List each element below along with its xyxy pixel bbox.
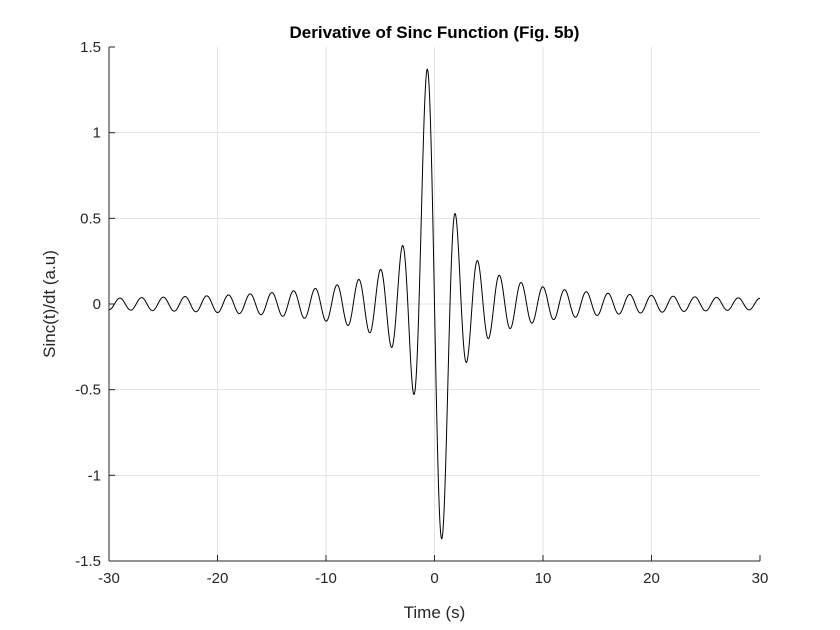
x-tick-label: 0	[430, 570, 438, 587]
y-tick-label: -0.5	[75, 382, 101, 399]
x-tick-label: -10	[315, 570, 337, 587]
y-tick-label: -1	[88, 467, 101, 484]
ticks: -30 -20 -10 0 10 20 30 -1.5 -1 -0.5 0 0.5 1 1.5	[75, 39, 768, 587]
y-tick-label: 1	[93, 125, 101, 142]
y-tick-label: -1.5	[75, 553, 101, 570]
x-axis-label: Time (s)	[404, 603, 466, 622]
x-tick-label: 20	[643, 570, 660, 587]
x-tick-label: 10	[535, 570, 552, 587]
y-axis-label: Sinc(t)/dt (a.u)	[40, 250, 59, 358]
series-line	[109, 68, 760, 540]
series-group	[109, 68, 760, 540]
x-tick-label: -20	[207, 570, 229, 587]
x-tick-label: -30	[98, 570, 120, 587]
x-tick-label: 30	[752, 570, 769, 587]
y-tick-label: 0.5	[80, 210, 101, 227]
y-tick-label: 0	[93, 296, 101, 313]
y-tick-label: 1.5	[80, 39, 101, 56]
chart-title: Derivative of Sinc Function (Fig. 5b)	[290, 23, 580, 42]
